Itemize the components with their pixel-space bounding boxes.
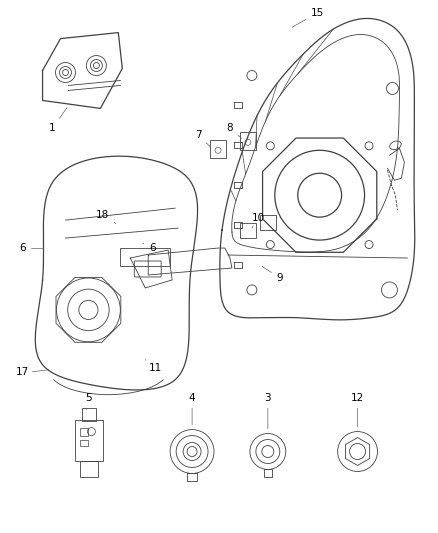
Bar <box>82 408 96 421</box>
Bar <box>75 419 103 462</box>
Text: 1: 1 <box>49 108 67 133</box>
Bar <box>81 440 88 446</box>
Text: 4: 4 <box>189 393 195 425</box>
Text: 18: 18 <box>96 210 116 224</box>
Text: 12: 12 <box>351 393 364 427</box>
Text: 6: 6 <box>19 243 26 253</box>
Text: 8: 8 <box>226 123 242 139</box>
Bar <box>240 132 256 150</box>
Bar <box>260 215 276 230</box>
Bar <box>240 223 256 238</box>
Bar <box>81 462 99 478</box>
Bar <box>210 140 226 158</box>
Text: 5: 5 <box>85 393 92 410</box>
Bar <box>120 248 170 266</box>
Text: 3: 3 <box>265 393 271 429</box>
Text: 9: 9 <box>262 266 283 283</box>
Text: 11: 11 <box>145 360 162 373</box>
Text: 15: 15 <box>292 7 324 27</box>
Text: 17: 17 <box>16 367 29 377</box>
Text: 6: 6 <box>143 243 155 253</box>
Text: 7: 7 <box>195 131 210 147</box>
Bar <box>81 427 88 435</box>
Text: 10: 10 <box>251 213 265 228</box>
